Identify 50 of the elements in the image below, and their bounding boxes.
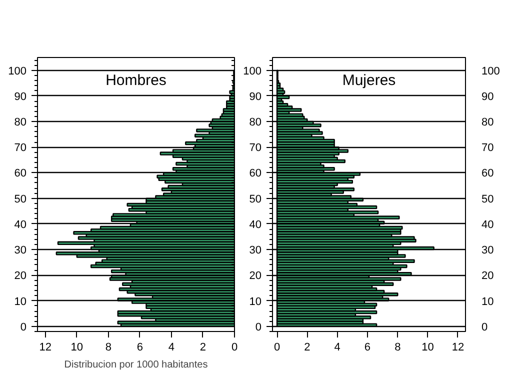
x-tick-label: 12 [39,342,52,354]
y2-tick-label: 90 [482,90,494,103]
y-tick-label: 40 [14,218,27,231]
y2-tick-label: 80 [482,116,494,129]
y2-tick-label: 50 [482,193,494,206]
y2-tick-label: 10 [482,296,494,308]
y-tick-label: 60 [14,168,27,180]
x-tick-label: 2 [200,342,206,354]
y2-tick-label: 0 [482,321,488,334]
y-tick-label: 20 [249,270,262,282]
y-tick-label: 80 [14,116,27,129]
y-tick-label: 10 [249,296,262,308]
y2-tick-label: 70 [482,142,494,154]
y-tick-label: 100 [243,65,262,78]
y2-tick-label: 60 [482,168,494,180]
y-tick-label: 70 [249,142,262,154]
y-tick-label: 10 [14,296,27,308]
y-tick-label: 30 [249,244,262,257]
text: Mujeres [342,72,396,90]
y-tick-label: 100 [8,65,27,78]
x-tick-label: 4 [168,342,175,354]
y2-tick-label: 100 [482,65,500,78]
x-tick-label: 4 [334,342,340,354]
x-tick-label: 6 [136,342,144,354]
x-tick-label: 10 [70,342,84,354]
y-tick-label: 80 [249,116,262,129]
y2-tick-label: 40 [482,218,494,231]
x-tick-label: 6 [364,342,371,354]
y-tick-label: 20 [14,270,27,282]
y-tick-label: 70 [14,142,27,154]
y2-tick-label: 20 [482,270,494,282]
x-tick-label: 10 [422,342,434,354]
y2-tick-label: 30 [482,244,494,257]
x-tick-label: 8 [105,342,112,354]
x-tick-label: 0 [231,342,238,354]
y-tick-label: 50 [14,193,27,206]
x-tick-label: 0 [274,342,280,354]
x-axis-title: Distribucion por 1000 habitantes [64,360,208,370]
text: Hombres [106,72,166,90]
y-tick-label: 60 [249,168,262,180]
y-tick-label: 90 [249,90,262,103]
x-tick-label: 12 [452,342,464,354]
y-tick-label: 30 [14,244,27,257]
y-tick-label: 50 [249,193,262,206]
y-tick-label: 0 [255,321,262,334]
y-tick-label: 0 [20,321,27,334]
y-tick-label: 90 [14,90,27,103]
x-tick-label: 8 [394,342,401,354]
x-tick-label: 2 [304,342,310,354]
y-tick-label: 40 [249,218,262,231]
